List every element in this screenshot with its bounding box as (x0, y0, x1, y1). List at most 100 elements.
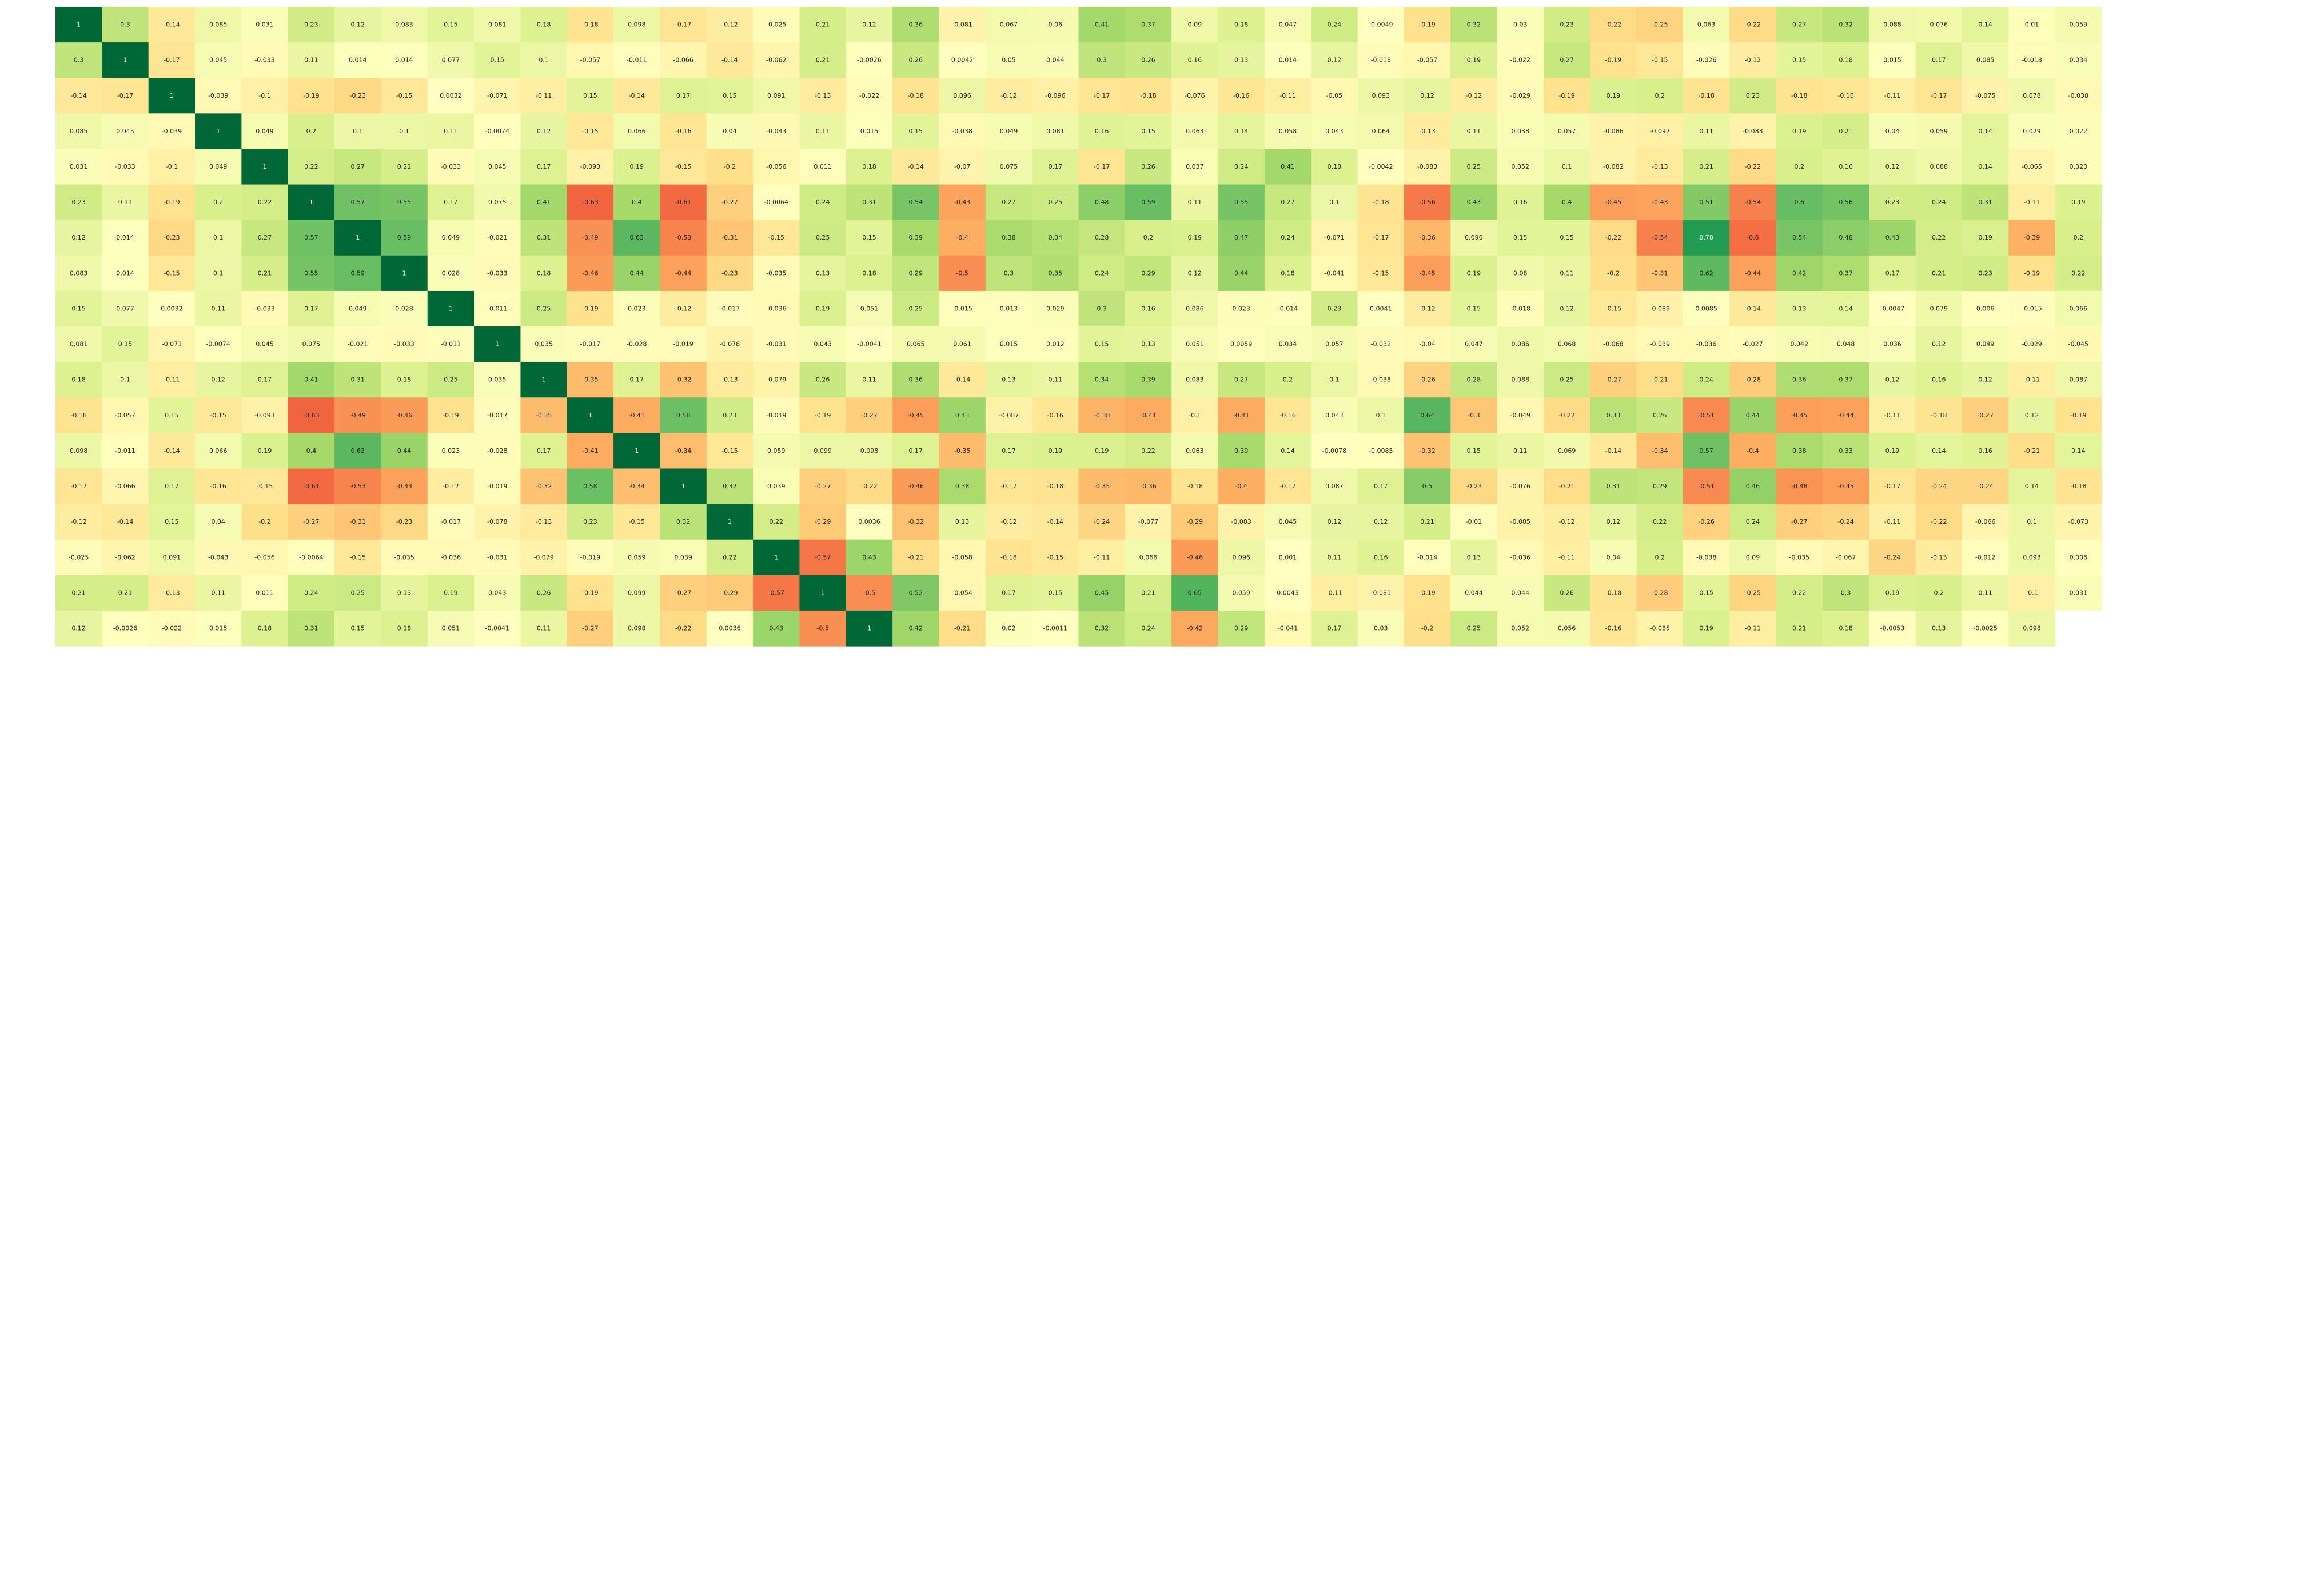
heatmap-cell (753, 290, 800, 327)
cell-annotation: -0.45 (908, 412, 924, 419)
heatmap-cell (195, 184, 242, 221)
heatmap-cell (985, 290, 1033, 327)
cell-annotation: 0.031 (256, 21, 274, 29)
cell-annotation: 0.63 (350, 447, 365, 455)
cell-annotation: -0.49 (582, 234, 598, 241)
cell-annotation: 1 (867, 624, 871, 632)
heatmap-cell (1915, 220, 1963, 256)
heatmap-cell (1311, 362, 1358, 398)
cell-annotation: 0.25 (909, 305, 923, 312)
heatmap-cell (148, 326, 196, 362)
cell-annotation: -0.61 (303, 483, 319, 490)
cell-annotation: 0.078 (2023, 92, 2041, 99)
cell-annotation: -0.2 (724, 163, 736, 170)
cell-annotation: -0.14 (908, 163, 924, 170)
cell-annotation: 0.35 (1049, 269, 1063, 277)
cell-annotation: -0.45 (1791, 412, 1807, 419)
cell-annotation: 0.044 (1511, 589, 1529, 596)
cell-annotation: 0.066 (209, 447, 228, 455)
heatmap-cell (1729, 397, 1777, 433)
cell-annotation: 0.14 (1978, 163, 1992, 170)
cell-annotation: -0.35 (954, 447, 970, 455)
heatmap-cell (1497, 539, 1544, 576)
cell-annotation: -0.14 (954, 376, 970, 384)
heatmap-cell (2008, 362, 2056, 398)
heatmap-cell (520, 326, 568, 362)
heatmap-cell (1078, 362, 1126, 398)
cell-annotation: 0.031 (2070, 589, 2088, 596)
cell-annotation: 0.11 (537, 624, 551, 632)
cell-annotation: 0.0036 (719, 624, 741, 632)
cell-annotation: 0.15 (1049, 589, 1063, 596)
cell-annotation: -0.093 (580, 163, 600, 170)
heatmap-cell (474, 326, 521, 362)
cell-annotation: -0.019 (580, 553, 600, 561)
heatmap-cell (381, 397, 428, 433)
heatmap-cell (846, 149, 893, 185)
cell-annotation: -0.021 (487, 234, 507, 241)
cell-annotation: 0.066 (628, 127, 646, 135)
cell-annotation: -0.0041 (857, 341, 881, 348)
heatmap-cell (660, 78, 707, 114)
heatmap-cell (1171, 504, 1219, 540)
cell-annotation: 0.25 (350, 589, 365, 596)
heatmap-cell (381, 78, 428, 114)
cell-annotation: -0.18 (2070, 483, 2086, 490)
heatmap-cell (1776, 78, 1823, 114)
cell-annotation: 0.27 (350, 163, 365, 170)
cell-annotation: -0.026 (1696, 57, 1716, 64)
cell-annotation: -0.014 (1278, 305, 1298, 312)
heatmap-cell (939, 326, 986, 362)
heatmap-cell (753, 113, 800, 150)
cell-annotation: -0.014 (1417, 553, 1437, 561)
cell-annotation: 0.015 (1000, 341, 1018, 348)
cell-annotation: 1 (216, 127, 220, 135)
heatmap-cell (613, 362, 661, 398)
cell-annotation: 0.11 (211, 589, 225, 596)
heatmap-cell (846, 575, 893, 611)
cell-annotation: 0.012 (1046, 341, 1065, 348)
heatmap-cell (288, 433, 335, 469)
heatmap-cell (1404, 610, 1451, 647)
cell-annotation: 0.46 (1746, 483, 1760, 490)
heatmap-cell (288, 575, 335, 611)
cell-annotation: 0.78 (1699, 234, 1713, 241)
heatmap-cell (1962, 504, 2009, 540)
heatmap-cell (1311, 7, 1358, 43)
cell-annotation: -0.46 (396, 412, 412, 419)
heatmap-cell (474, 362, 521, 398)
cell-annotation: -0.062 (766, 57, 786, 64)
cell-annotation: 0.27 (1281, 198, 1295, 206)
cell-annotation: -0.16 (1233, 92, 1249, 99)
heatmap-cell (753, 504, 800, 540)
cell-annotation: 0.052 (1511, 163, 1529, 170)
heatmap-cell (288, 184, 335, 221)
cell-annotation: 1 (77, 21, 81, 29)
heatmap-cell (520, 255, 568, 292)
heatmap-cell (1822, 184, 1869, 221)
heatmap-cell (1962, 184, 2009, 221)
heatmap-cell (1171, 433, 1219, 469)
cell-annotation: 1 (170, 92, 174, 99)
cell-annotation: 1 (449, 305, 453, 312)
cell-annotation: 0.21 (816, 57, 830, 64)
heatmap-cell (195, 539, 242, 576)
cell-annotation: -0.51 (1698, 412, 1714, 419)
cell-annotation: 0.063 (1186, 447, 1204, 455)
heatmap-cell (102, 220, 149, 256)
heatmap-cell (427, 397, 475, 433)
heatmap-cell (706, 78, 754, 114)
cell-annotation: -0.36 (1140, 483, 1156, 490)
heatmap-cell (1869, 78, 1916, 114)
heatmap-cell (846, 220, 893, 256)
heatmap-cell (799, 7, 847, 43)
heatmap-cell (846, 610, 893, 647)
heatmap-cell (2008, 7, 2056, 43)
cell-annotation: 0.15 (490, 57, 504, 64)
heatmap-cell (241, 433, 289, 469)
heatmap-cell (1218, 7, 1265, 43)
heatmap-cell (1497, 220, 1544, 256)
heatmap-cell (148, 504, 196, 540)
cell-annotation: 0.45 (1095, 589, 1109, 596)
heatmap-cell (753, 220, 800, 256)
